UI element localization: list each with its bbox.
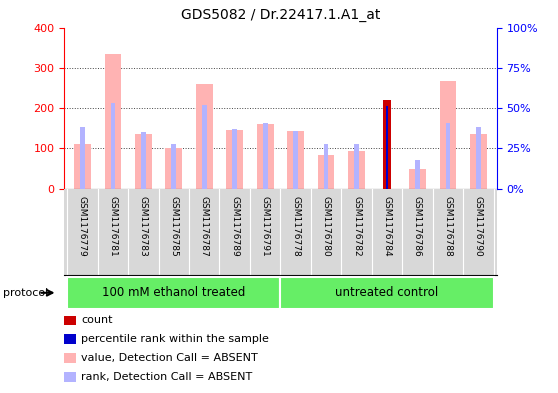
Text: GSM1176780: GSM1176780 (321, 196, 330, 256)
Bar (171, 143, 176, 189)
Text: GSM1176783: GSM1176783 (139, 196, 148, 256)
Bar (110, 103, 116, 189)
Text: GSM1176790: GSM1176790 (474, 196, 483, 256)
Text: GSM1176787: GSM1176787 (200, 196, 209, 256)
Text: GSM1176789: GSM1176789 (230, 196, 239, 256)
Bar (415, 160, 420, 189)
Bar (135, 134, 152, 189)
Bar (386, 107, 388, 189)
Bar (257, 124, 273, 189)
Bar (354, 143, 359, 189)
Bar (280, 277, 494, 309)
Text: GSM1176785: GSM1176785 (169, 196, 179, 256)
Bar (383, 100, 391, 189)
Text: GSM1176786: GSM1176786 (413, 196, 422, 256)
Text: GSM1176791: GSM1176791 (261, 196, 270, 256)
Text: GSM1176781: GSM1176781 (108, 196, 117, 256)
Text: percentile rank within the sample: percentile rank within the sample (81, 334, 269, 344)
Bar (294, 130, 298, 189)
Text: GSM1176788: GSM1176788 (444, 196, 453, 256)
Bar (263, 123, 267, 189)
Bar (440, 81, 456, 189)
Bar (165, 148, 182, 189)
Text: protocol: protocol (3, 288, 48, 298)
Bar (232, 129, 237, 189)
Bar (287, 131, 304, 189)
Bar (67, 277, 280, 309)
Bar (227, 130, 243, 189)
Bar (445, 123, 450, 189)
Text: GSM1176779: GSM1176779 (78, 196, 87, 256)
Bar (409, 169, 426, 189)
Bar (348, 151, 365, 189)
Text: GSM1176784: GSM1176784 (382, 196, 392, 256)
Text: untreated control: untreated control (335, 286, 439, 299)
Bar (324, 143, 329, 189)
Bar (202, 105, 206, 189)
Text: rank, Detection Call = ABSENT: rank, Detection Call = ABSENT (81, 372, 252, 382)
Title: GDS5082 / Dr.22417.1.A1_at: GDS5082 / Dr.22417.1.A1_at (181, 8, 380, 22)
Text: GSM1176778: GSM1176778 (291, 196, 300, 256)
Text: count: count (81, 315, 112, 325)
Bar (196, 84, 213, 189)
Bar (104, 54, 121, 189)
Bar (470, 134, 487, 189)
Bar (74, 144, 91, 189)
Text: value, Detection Call = ABSENT: value, Detection Call = ABSENT (81, 353, 258, 363)
Bar (476, 127, 480, 189)
Text: 100 mM ethanol treated: 100 mM ethanol treated (102, 286, 246, 299)
Bar (141, 132, 146, 189)
Text: GSM1176782: GSM1176782 (352, 196, 361, 256)
Bar (80, 127, 85, 189)
Bar (318, 155, 334, 189)
